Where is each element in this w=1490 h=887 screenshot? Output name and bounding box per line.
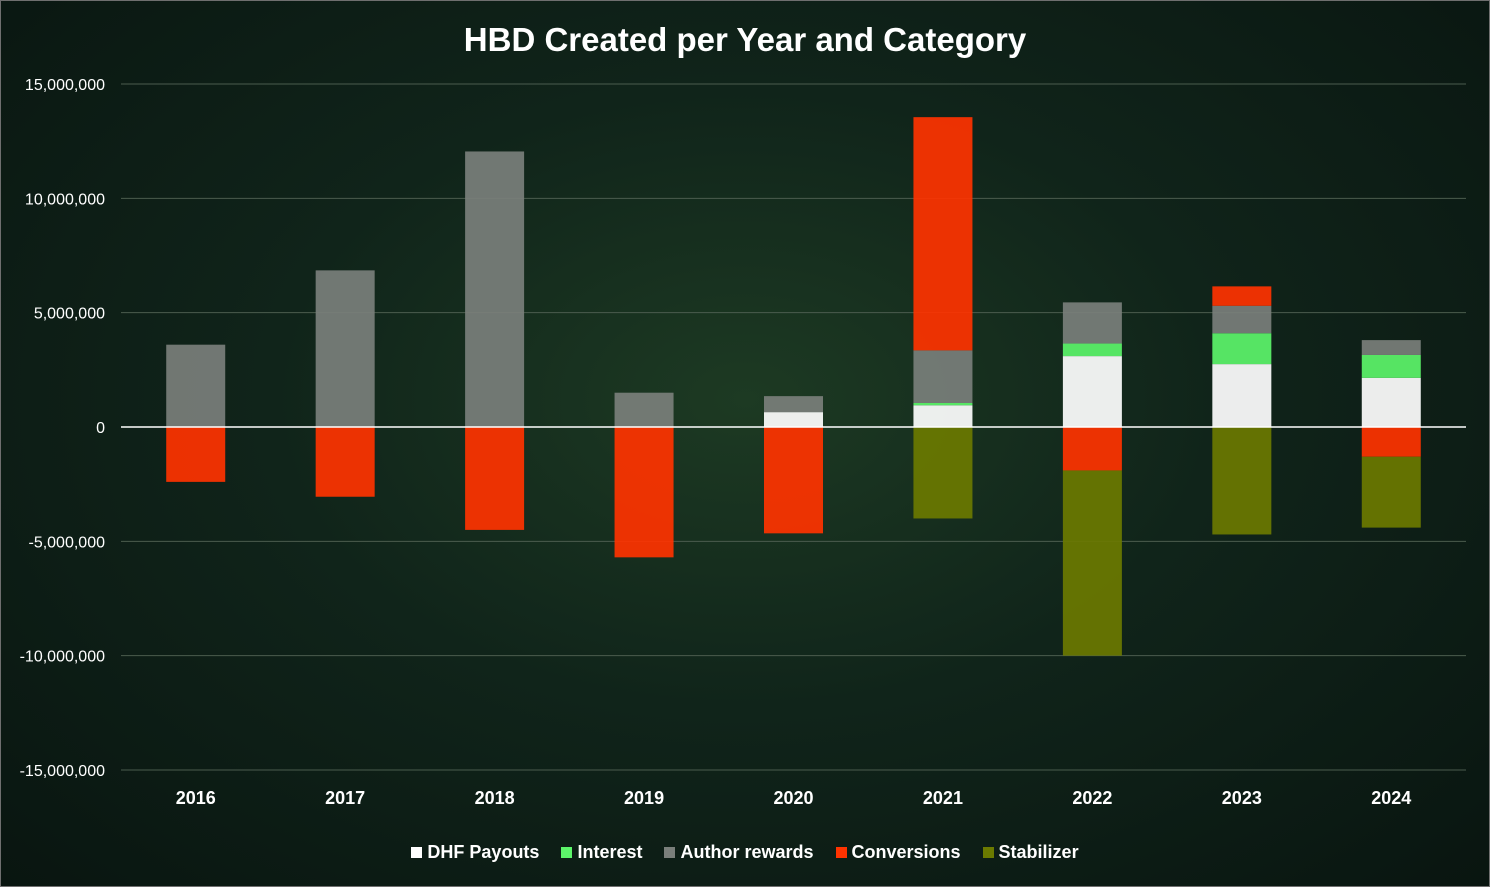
bar-conversions-2018 bbox=[465, 427, 525, 530]
bar-conversions-2022 bbox=[1062, 427, 1122, 471]
bar-dhf-payouts-2023 bbox=[1212, 364, 1272, 427]
x-tick-label: 2024 bbox=[1371, 788, 1411, 808]
bar-stabilizer-2021 bbox=[913, 427, 973, 519]
bar-stabilizer-2022 bbox=[1062, 470, 1122, 656]
bar-author-rewards-2017 bbox=[315, 270, 375, 427]
legend-swatch bbox=[561, 847, 573, 858]
y-tick-label: -10,000,000 bbox=[20, 649, 106, 666]
legend-item-author-rewards: Author rewards bbox=[664, 842, 814, 863]
y-tick-label: -15,000,000 bbox=[20, 763, 106, 780]
legend-label: Author rewards bbox=[680, 842, 814, 862]
legend: DHF Payouts Interest Author rewards Convers… bbox=[1, 842, 1489, 863]
axes: 15,000,000 10,000,000 5,000,000 0 -5,000,000… bbox=[20, 77, 1466, 808]
x-tick-label: 2020 bbox=[773, 788, 813, 808]
y-tick-label: -5,000,000 bbox=[28, 534, 105, 551]
legend-label: Conversions bbox=[851, 842, 961, 862]
legend-item-conversions: Conversions bbox=[835, 842, 961, 863]
y-tick-label: 10,000,000 bbox=[25, 191, 105, 208]
legend-swatch bbox=[411, 847, 423, 858]
bar-author-rewards-2016 bbox=[166, 344, 226, 427]
bar-stabilizer-2023 bbox=[1212, 427, 1272, 535]
bar-author-rewards-2023 bbox=[1212, 305, 1272, 334]
x-tick-label: 2019 bbox=[624, 788, 664, 808]
legend-label: DHF Payouts bbox=[427, 842, 540, 862]
bar-author-rewards-2019 bbox=[614, 392, 674, 427]
bar-dhf-payouts-2020 bbox=[764, 412, 823, 427]
x-tick-label: 2023 bbox=[1222, 788, 1262, 808]
bar-interest-2022 bbox=[1062, 343, 1122, 357]
y-tick-label: 15,000,000 bbox=[25, 77, 105, 94]
legend-swatch bbox=[664, 847, 676, 858]
legend-label: Interest bbox=[577, 842, 643, 862]
x-tick-label: 2016 bbox=[176, 788, 216, 808]
bar-conversions-2021 bbox=[913, 117, 973, 351]
bar-author-rewards-2024 bbox=[1361, 340, 1421, 355]
legend-item-dhf-payouts: DHF Payouts bbox=[411, 842, 539, 863]
x-tick-label: 2022 bbox=[1072, 788, 1112, 808]
bar-conversions-2020 bbox=[764, 427, 823, 534]
bar-dhf-payouts-2021 bbox=[913, 405, 973, 427]
x-tick-label: 2021 bbox=[923, 788, 963, 808]
bars bbox=[166, 117, 1421, 656]
legend-item-stabilizer: Stabilizer bbox=[982, 842, 1079, 863]
bar-interest-2023 bbox=[1212, 333, 1272, 365]
bar-conversions-2023 bbox=[1212, 286, 1272, 306]
y-tick-label: 0 bbox=[96, 420, 105, 437]
bar-conversions-2019 bbox=[614, 427, 674, 558]
chart-title: HBD Created per Year and Category bbox=[463, 21, 1027, 58]
legend-item-interest: Interest bbox=[561, 842, 642, 863]
bar-stabilizer-2024 bbox=[1361, 456, 1421, 528]
bar-author-rewards-2020 bbox=[764, 396, 823, 413]
bar-interest-2021 bbox=[913, 402, 973, 406]
bar-conversions-2024 bbox=[1361, 427, 1421, 457]
x-tick-label: 2018 bbox=[475, 788, 515, 808]
bar-author-rewards-2022 bbox=[1062, 302, 1122, 344]
legend-label: Stabilizer bbox=[998, 842, 1079, 862]
bar-interest-2024 bbox=[1361, 354, 1421, 378]
bar-conversions-2017 bbox=[315, 427, 375, 497]
legend-swatch bbox=[835, 847, 847, 858]
bar-author-rewards-2021 bbox=[913, 350, 973, 403]
bar-author-rewards-2018 bbox=[465, 151, 525, 427]
y-tick-label: 5,000,000 bbox=[34, 306, 105, 323]
legend-swatch bbox=[982, 847, 994, 858]
bar-conversions-2016 bbox=[166, 427, 226, 482]
bar-dhf-payouts-2022 bbox=[1062, 356, 1122, 427]
x-tick-label: 2017 bbox=[325, 788, 365, 808]
bar-dhf-payouts-2024 bbox=[1361, 377, 1421, 427]
